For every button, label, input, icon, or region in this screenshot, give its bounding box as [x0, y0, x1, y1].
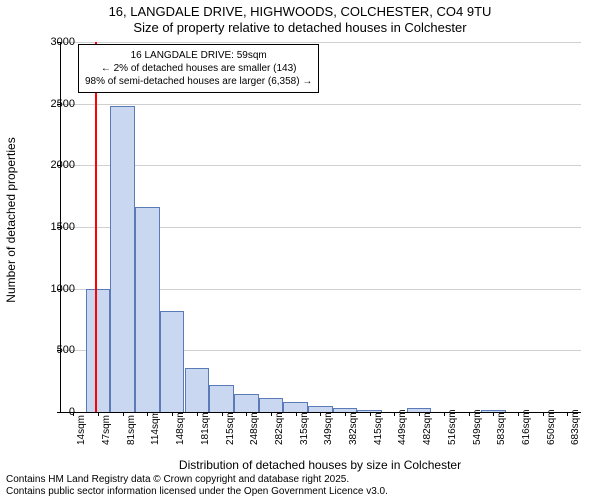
x-tick-mark	[543, 412, 544, 416]
x-tick-label: 81sqm	[126, 415, 137, 445]
chart-container: 16, LANGDALE DRIVE, HIGHWOODS, COLCHESTE…	[0, 0, 600, 500]
y-tick-label: 1000	[25, 283, 75, 295]
histogram-bar	[283, 402, 308, 412]
x-tick-mark	[345, 412, 346, 416]
x-tick-label: 14sqm	[76, 415, 87, 445]
x-tick-label: 683sqm	[570, 409, 581, 445]
x-tick-mark	[246, 412, 247, 416]
x-tick-mark	[197, 412, 198, 416]
y-tick-label: 0	[25, 406, 75, 418]
x-tick-label: 583sqm	[496, 409, 507, 445]
x-tick-mark	[444, 412, 445, 416]
chart-title-sub: Size of property relative to detached ho…	[0, 20, 600, 35]
histogram-bar	[185, 368, 210, 412]
y-tick-label: 1500	[25, 221, 75, 233]
histogram-bar	[209, 385, 234, 412]
grid-line	[61, 104, 581, 105]
property-info-box: 16 LANGDALE DRIVE: 59sqm ← 2% of detache…	[78, 44, 319, 93]
x-tick-label: 114sqm	[150, 410, 161, 445]
info-line-1: 16 LANGDALE DRIVE: 59sqm	[85, 49, 312, 62]
x-tick-label: 148sqm	[175, 409, 186, 445]
histogram-bar	[160, 311, 185, 412]
grid-line	[61, 165, 581, 166]
grid-line	[61, 42, 581, 43]
x-tick-mark	[419, 412, 420, 416]
info-line-3: 98% of semi-detached houses are larger (…	[85, 75, 312, 88]
footer-line-1: Contains HM Land Registry data © Crown c…	[6, 474, 388, 486]
histogram-bar	[234, 394, 259, 413]
x-tick-mark	[320, 412, 321, 416]
x-tick-label: 215sqm	[225, 409, 236, 445]
x-tick-label: 449sqm	[397, 409, 408, 445]
x-tick-label: 516sqm	[447, 409, 458, 445]
x-tick-label: 616sqm	[521, 409, 532, 445]
histogram-bar	[259, 398, 284, 412]
x-tick-mark	[567, 412, 568, 416]
x-tick-mark	[98, 412, 99, 416]
x-tick-mark	[469, 412, 470, 416]
y-tick-label: 3000	[25, 36, 75, 48]
x-tick-mark	[493, 412, 494, 416]
x-tick-label: 349sqm	[323, 409, 334, 445]
info-line-2: ← 2% of detached houses are smaller (143…	[85, 62, 312, 75]
x-axis-label: Distribution of detached houses by size …	[60, 458, 580, 472]
y-tick-label: 2000	[25, 159, 75, 171]
histogram-bar	[308, 406, 333, 412]
x-tick-mark	[147, 412, 148, 416]
x-tick-mark	[394, 412, 395, 416]
chart-title-main: 16, LANGDALE DRIVE, HIGHWOODS, COLCHESTE…	[0, 4, 600, 19]
x-tick-label: 315sqm	[299, 409, 310, 445]
x-tick-label: 415sqm	[373, 409, 384, 445]
x-tick-mark	[123, 412, 124, 416]
y-tick-label: 500	[25, 344, 75, 356]
histogram-bar	[481, 410, 506, 412]
histogram-bar	[110, 106, 135, 412]
histogram-bar	[357, 410, 382, 412]
footer-attribution: Contains HM Land Registry data © Crown c…	[6, 474, 388, 498]
x-tick-mark	[271, 412, 272, 416]
histogram-bar	[135, 207, 160, 412]
x-tick-mark	[296, 412, 297, 416]
x-tick-label: 482sqm	[422, 409, 433, 445]
x-tick-label: 549sqm	[472, 409, 483, 445]
x-tick-mark	[172, 412, 173, 416]
x-tick-label: 181sqm	[200, 409, 211, 445]
property-marker-line	[95, 42, 97, 412]
plot-area	[60, 42, 581, 413]
x-tick-label: 248sqm	[249, 409, 260, 445]
footer-line-2: Contains public sector information licen…	[6, 486, 388, 498]
x-tick-mark	[518, 412, 519, 416]
x-tick-label: 382sqm	[348, 409, 359, 445]
histogram-bar	[407, 408, 432, 412]
x-tick-label: 47sqm	[101, 415, 112, 445]
y-tick-label: 2500	[25, 98, 75, 110]
x-tick-label: 282sqm	[274, 409, 285, 445]
histogram-bar	[333, 408, 358, 412]
y-axis-label: Number of detached properties	[4, 55, 18, 220]
x-tick-mark	[370, 412, 371, 416]
histogram-bar	[86, 289, 111, 412]
x-tick-mark	[222, 412, 223, 416]
x-tick-label: 650sqm	[546, 409, 557, 445]
